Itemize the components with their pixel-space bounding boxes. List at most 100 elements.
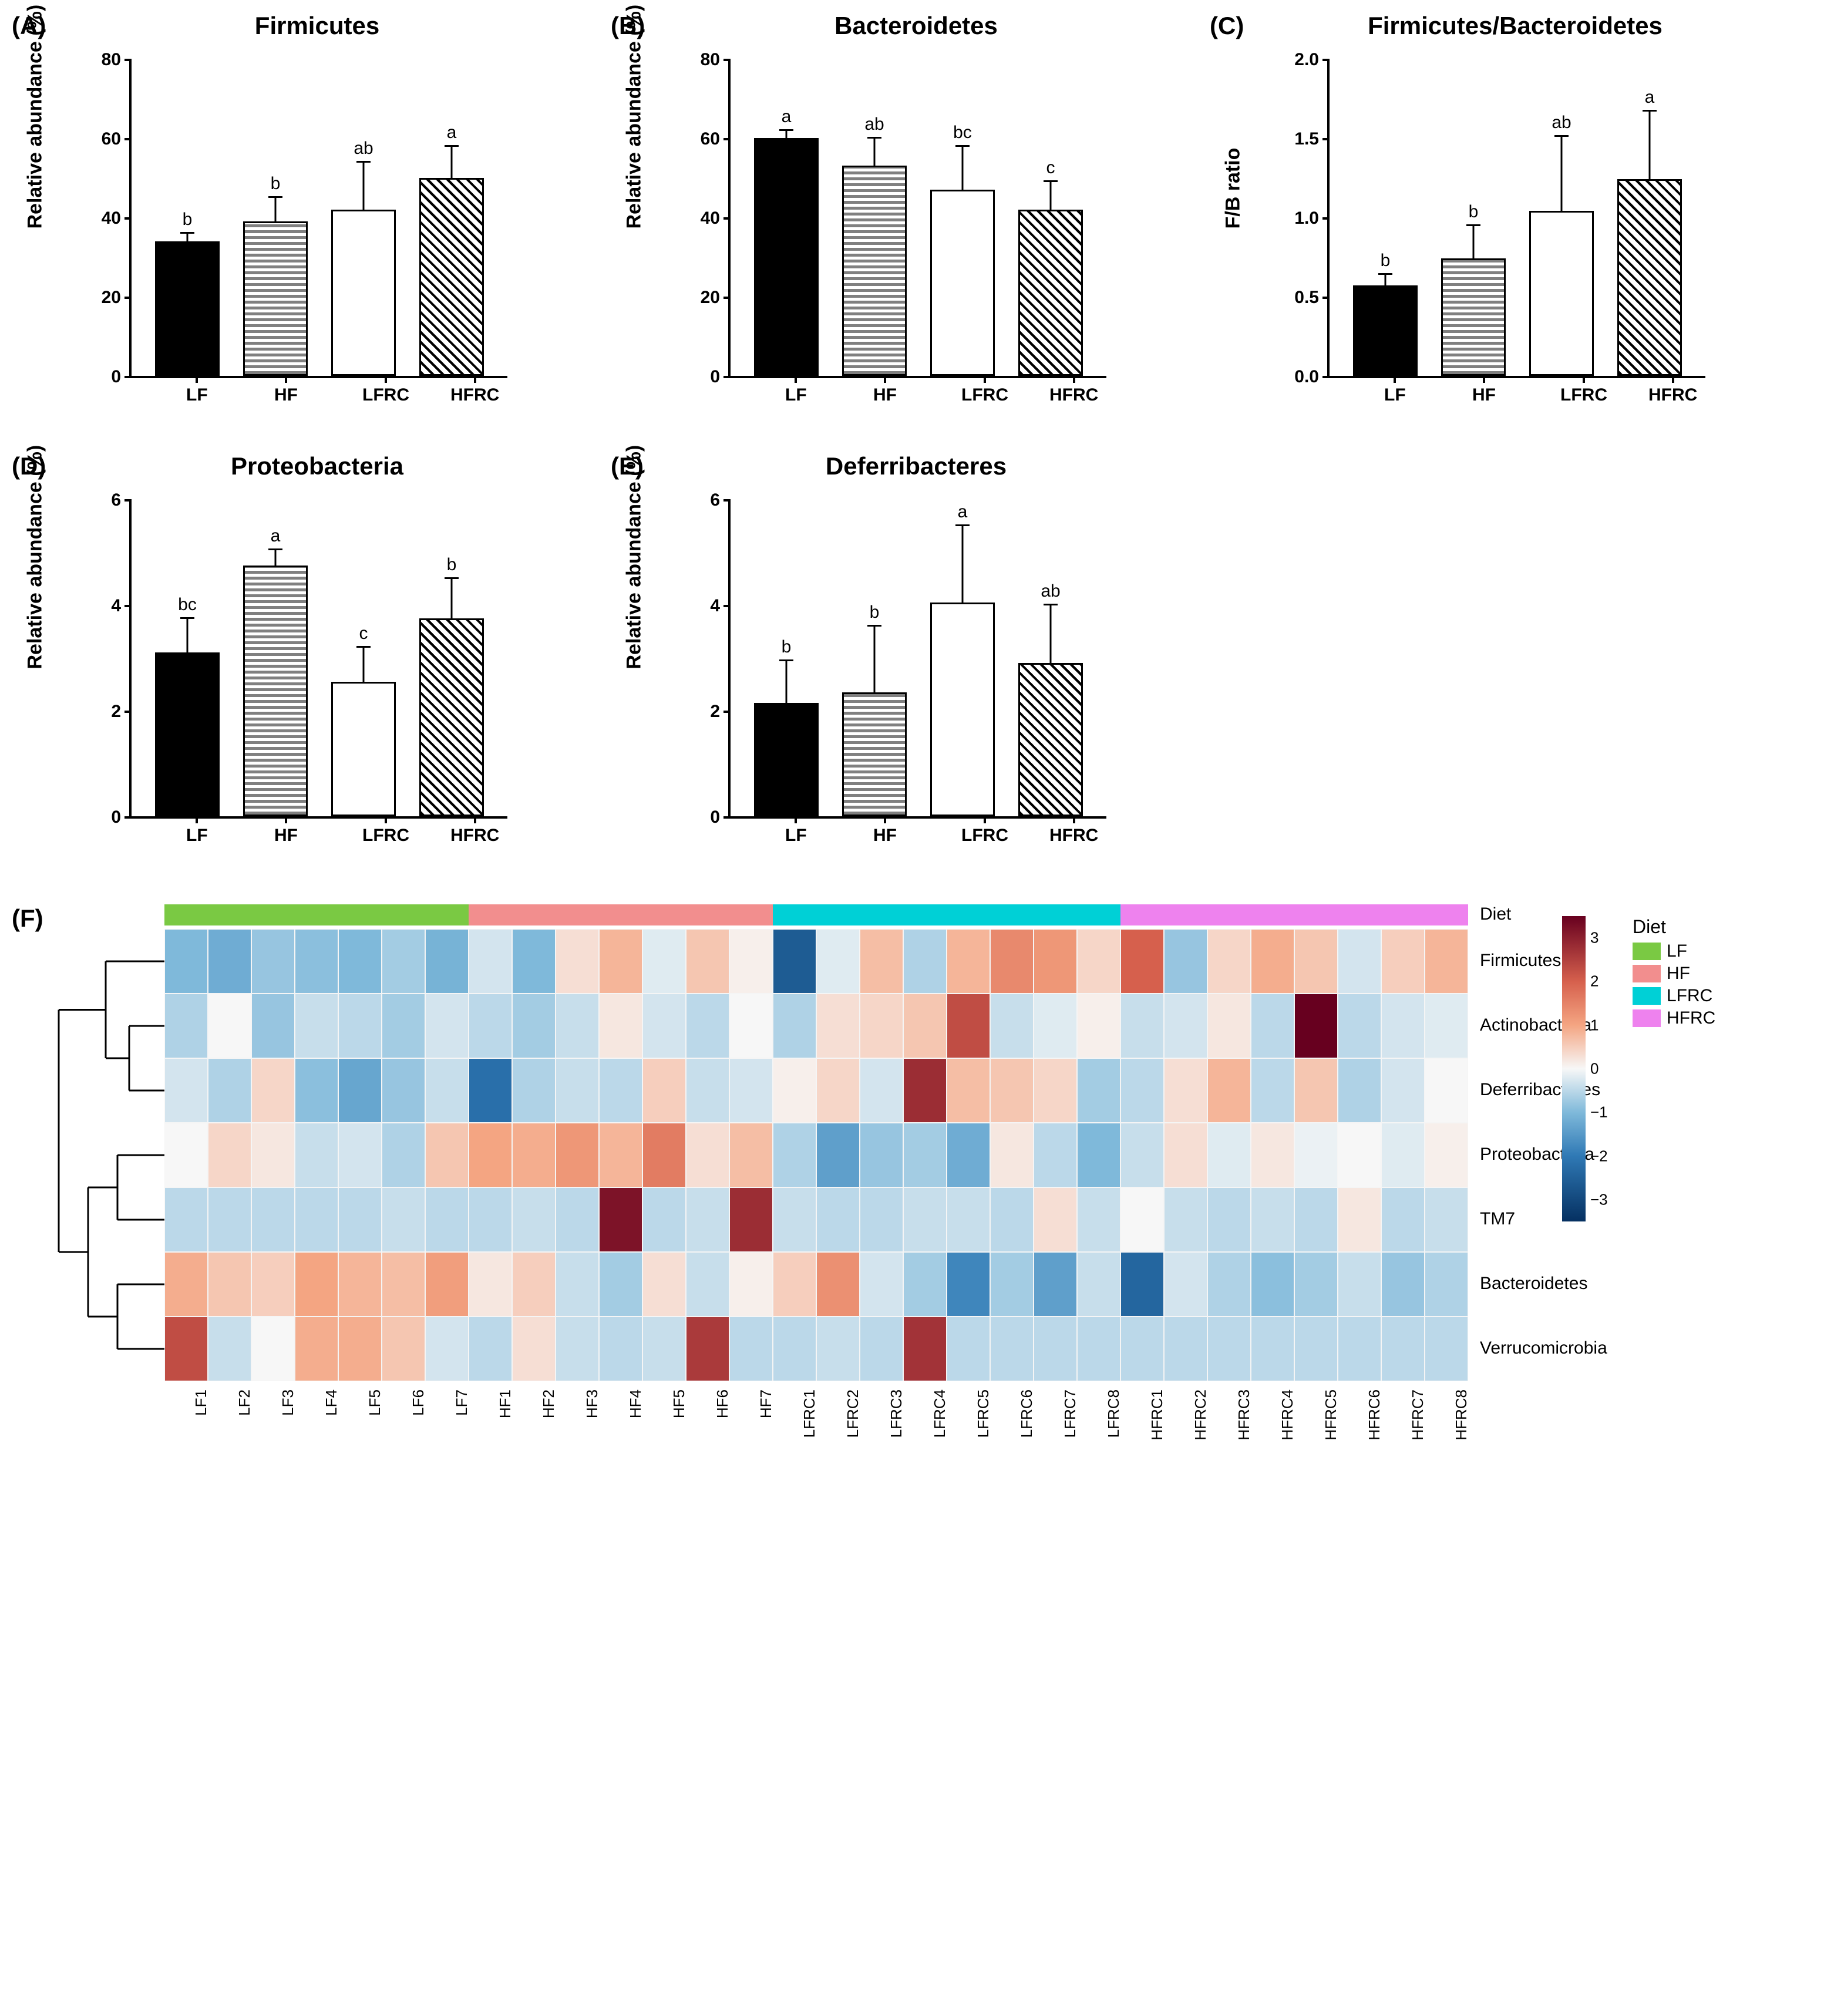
heatmap-cell xyxy=(469,1317,512,1381)
error-cap xyxy=(1554,135,1569,137)
heatmap-cell xyxy=(816,994,860,1058)
x-tick-mark xyxy=(196,816,198,823)
y-tick-label: 80 xyxy=(701,50,720,70)
heatmap-cell xyxy=(947,1058,990,1123)
heatmap-cell xyxy=(295,994,338,1058)
heatmap-colorbar: −3−2−10123 xyxy=(1562,916,1586,1221)
row-dendrogram xyxy=(47,929,164,1381)
error-cap xyxy=(1044,180,1058,182)
legend-swatch xyxy=(1633,987,1661,1005)
heatmap-cell xyxy=(382,1252,425,1317)
heatmap-row-label: Firmicutes xyxy=(1480,951,1561,971)
panel-title-C: Firmicutes/Bacteroidetes xyxy=(1304,12,1727,40)
y-tick-label: 20 xyxy=(701,288,720,308)
panel-title-E: Deferribacteres xyxy=(705,452,1128,480)
heatmap-cell xyxy=(512,1123,556,1187)
error-bar xyxy=(275,550,277,566)
heatmap-cell xyxy=(599,929,642,994)
y-tick: 4 xyxy=(111,596,132,616)
y-tick-mark xyxy=(723,499,731,502)
heatmap-cell xyxy=(208,994,251,1058)
heatmap-col-label: LF2 xyxy=(235,1389,254,1416)
heatmap-cell xyxy=(686,1252,729,1317)
diet-annotation-cell xyxy=(1120,904,1164,925)
diet-annotation-cell xyxy=(1294,904,1338,925)
y-tick-label: 0.5 xyxy=(1294,288,1319,308)
heatmap-cell xyxy=(1120,1058,1164,1123)
significance-label: b xyxy=(271,174,281,194)
y-tick: 6 xyxy=(710,490,731,510)
legend-item-LF: LF xyxy=(1633,941,1715,961)
y-tick: 40 xyxy=(701,208,731,228)
y-tick-label: 0.0 xyxy=(1294,367,1319,387)
heatmap-cell xyxy=(469,1123,512,1187)
heatmap-col-label: LFRC4 xyxy=(931,1389,949,1438)
heatmap-cell xyxy=(1251,1058,1294,1123)
bar-LF xyxy=(754,138,819,376)
x-tick: HF xyxy=(274,376,298,405)
diet-annotation-cell xyxy=(686,904,729,925)
diet-annotation-cell xyxy=(1077,904,1120,925)
heatmap-col-label: HFRC4 xyxy=(1278,1389,1297,1441)
heatmap-cell xyxy=(990,1187,1034,1252)
x-tick-mark xyxy=(884,816,886,823)
x-tick-mark xyxy=(1483,376,1485,383)
heatmap-cell xyxy=(208,1058,251,1123)
x-tick: HF xyxy=(873,376,897,405)
heatmap-col-label: HFRC2 xyxy=(1192,1389,1210,1441)
x-tick-label: LF xyxy=(785,385,807,405)
heatmap-col-label: LF4 xyxy=(322,1389,341,1416)
heatmap-cell xyxy=(1294,994,1338,1058)
heatmap-col-label: LFRC2 xyxy=(844,1389,862,1438)
bar-LF xyxy=(155,652,220,816)
error-cap xyxy=(356,161,371,163)
legend-label: LF xyxy=(1667,941,1687,961)
heatmap-cell xyxy=(1294,1317,1338,1381)
heatmap-cell xyxy=(1338,994,1381,1058)
error-bar xyxy=(363,647,365,682)
error-bar xyxy=(1050,181,1052,209)
diet-annotation-cell xyxy=(1381,904,1425,925)
y-tick-label: 80 xyxy=(102,50,121,70)
significance-label: ab xyxy=(864,115,884,134)
diet-annotation-cell xyxy=(1164,904,1207,925)
heatmap-col-label: HF1 xyxy=(496,1389,514,1418)
x-tick-label: HF xyxy=(873,826,897,846)
y-tick-mark xyxy=(124,217,132,220)
diet-annotation-cell xyxy=(1251,904,1294,925)
heatmap-cell xyxy=(860,1058,903,1123)
heatmap-cell xyxy=(1207,1187,1251,1252)
y-tick: 60 xyxy=(701,129,731,149)
heatmap-cell xyxy=(860,1123,903,1187)
y-tick-label: 2 xyxy=(710,702,720,722)
diet-annotation-cell xyxy=(556,904,599,925)
bar-LF xyxy=(155,241,220,376)
heatmap-cell xyxy=(816,1187,860,1252)
heatmap-cell xyxy=(773,929,816,994)
heatmap-cell xyxy=(729,994,773,1058)
legend-label: LFRC xyxy=(1667,986,1712,1006)
heatmap-cell xyxy=(1251,929,1294,994)
heatmap-col-label: HF7 xyxy=(757,1389,775,1418)
heatmap-cell xyxy=(1077,1317,1120,1381)
x-tick: LFRC xyxy=(961,816,1008,846)
heatmap-cell xyxy=(425,1123,469,1187)
y-tick: 20 xyxy=(102,288,132,308)
heatmap-cell xyxy=(1164,994,1207,1058)
x-tick-mark xyxy=(1073,376,1075,383)
significance-label: c xyxy=(359,624,368,644)
y-tick-label: 40 xyxy=(102,208,121,228)
colorbar-tick: 2 xyxy=(1586,972,1598,991)
heatmap-cell xyxy=(773,1123,816,1187)
heatmap-cell xyxy=(164,929,208,994)
x-tick: HF xyxy=(1472,376,1496,405)
y-tick-label: 4 xyxy=(111,596,121,616)
heatmap-cell xyxy=(208,929,251,994)
heatmap-cell xyxy=(1338,1058,1381,1123)
diet-annotation-cell xyxy=(1425,904,1468,925)
x-tick-mark xyxy=(285,376,287,383)
x-tick: HF xyxy=(274,816,298,846)
colorbar-tick: 3 xyxy=(1586,929,1598,947)
significance-label: b xyxy=(782,637,792,657)
error-cap xyxy=(180,617,194,619)
